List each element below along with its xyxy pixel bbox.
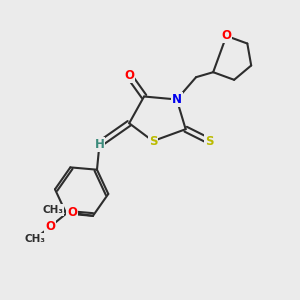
Text: CH₃: CH₃: [25, 234, 46, 244]
Text: O: O: [221, 29, 231, 42]
Text: O: O: [67, 206, 77, 219]
Text: O: O: [124, 69, 134, 82]
Text: N: N: [172, 93, 182, 106]
Text: S: S: [205, 135, 214, 148]
Text: CH₃: CH₃: [42, 205, 63, 215]
Text: O: O: [45, 220, 55, 233]
Text: H: H: [94, 138, 104, 151]
Text: S: S: [149, 135, 157, 148]
